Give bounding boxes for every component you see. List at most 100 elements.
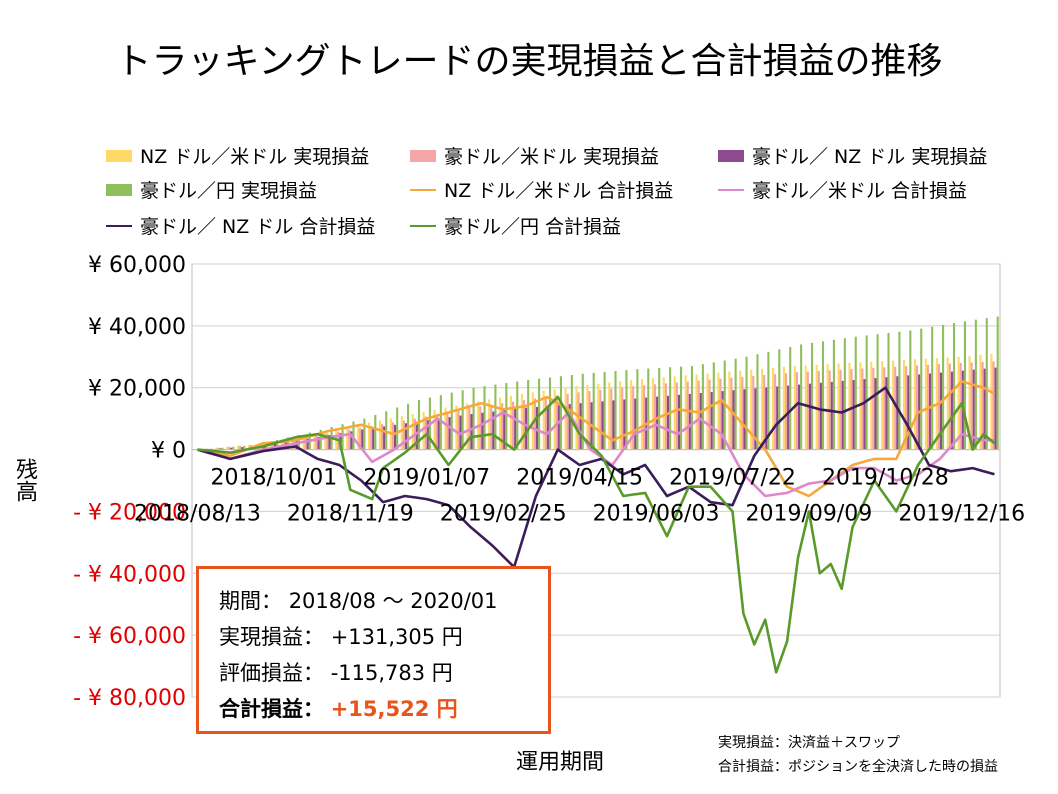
bar (630, 379, 633, 450)
summary-period-value: 2018/08 ～ 2020/01 (288, 589, 498, 613)
bar (612, 400, 615, 450)
bar (367, 422, 371, 450)
bar (666, 395, 670, 450)
bar (784, 373, 788, 450)
bar (872, 367, 875, 450)
note-total-definition: 合計損益：ポジションを全決済した時の損益 (718, 759, 998, 775)
x-tick-label: 2019/12/16 (898, 502, 1025, 527)
bar (743, 389, 746, 450)
legend-swatch (410, 224, 436, 227)
bar (686, 381, 689, 450)
bar (221, 447, 224, 450)
bar (651, 378, 654, 450)
legend-swatch (106, 224, 132, 227)
bar (597, 383, 600, 450)
bar (916, 365, 919, 450)
bar (363, 418, 366, 450)
bar (455, 405, 458, 450)
series-line (197, 386, 995, 569)
bar (505, 383, 508, 450)
bar (435, 414, 438, 450)
bar (527, 379, 530, 450)
bar (994, 367, 997, 450)
summary-total-value: +15,522 円 (330, 697, 458, 721)
bar (614, 371, 617, 450)
bar (581, 373, 584, 450)
legend-swatch (106, 183, 132, 196)
bar (896, 376, 899, 450)
bar (787, 385, 790, 450)
y-tick-label: - ¥ 20,000 (73, 500, 186, 525)
bar (902, 359, 906, 450)
summary-period-row: 期間： 2018/08 ～ 2020/01 (219, 583, 548, 619)
bar (706, 373, 709, 450)
bar (394, 424, 397, 450)
bar (721, 391, 724, 450)
bar (359, 427, 362, 450)
bar (948, 363, 951, 450)
legend-item-audusd-total: 豪ドル／米ドル 合計損益 (718, 176, 967, 203)
y-tick-label: - ¥ 80,000 (73, 686, 186, 711)
bar (295, 440, 298, 450)
bar (710, 392, 713, 450)
bar (619, 381, 622, 450)
bar (241, 447, 244, 450)
x-axis-title: 運用期間 (515, 750, 604, 775)
bar (324, 431, 327, 450)
bar (745, 356, 748, 450)
bar (859, 362, 862, 450)
summary-period-label: 期間： (219, 589, 282, 613)
bar (924, 358, 927, 450)
x-tick-label: 2018/11/19 (287, 502, 414, 527)
bar (647, 368, 650, 450)
bar (778, 349, 781, 450)
legend-swatch (718, 188, 744, 191)
summary-box: 期間： 2018/08 ～ 2020/01 実現損益： +131,305 円 評… (196, 566, 551, 734)
bar (625, 370, 628, 450)
y-tick-label: ¥ 0 (151, 439, 186, 464)
bar (341, 424, 344, 450)
bar (808, 383, 812, 450)
legend-swatch (106, 149, 132, 162)
bar (800, 344, 803, 450)
summary-unrealized-label: 評価損益： (219, 661, 324, 685)
summary-total-row: 合計損益： +15,522 円 (219, 691, 548, 727)
bar (586, 384, 589, 450)
bar (983, 368, 986, 450)
bar (990, 353, 993, 450)
bar (553, 389, 556, 450)
bar (370, 426, 373, 450)
bar (905, 366, 908, 450)
bar (826, 364, 829, 450)
summary-realized-value: +131,305 円 (330, 625, 463, 649)
bar (533, 398, 536, 450)
y-tick-label: ¥ 60,000 (88, 253, 186, 278)
bar (756, 354, 759, 450)
bar (804, 365, 807, 450)
bar (656, 396, 659, 450)
bar (653, 384, 657, 450)
bar (239, 445, 242, 450)
bar (861, 368, 864, 450)
bar (763, 375, 766, 450)
bar (488, 399, 491, 450)
bar (942, 324, 945, 450)
bar (433, 409, 436, 450)
bar (599, 389, 602, 450)
bar (516, 381, 519, 450)
bar (677, 394, 680, 450)
bar (271, 441, 274, 450)
bar (535, 406, 539, 450)
bar (437, 418, 440, 450)
bar (767, 351, 770, 450)
x-tick-label: 2019/01/07 (363, 466, 490, 491)
bar (839, 369, 842, 450)
bar (400, 416, 403, 450)
bar (697, 380, 700, 450)
legend-swatch (410, 188, 436, 191)
bar (841, 380, 844, 450)
bar (411, 414, 414, 450)
bar (326, 433, 329, 450)
bar (741, 376, 744, 450)
bar (963, 321, 966, 450)
